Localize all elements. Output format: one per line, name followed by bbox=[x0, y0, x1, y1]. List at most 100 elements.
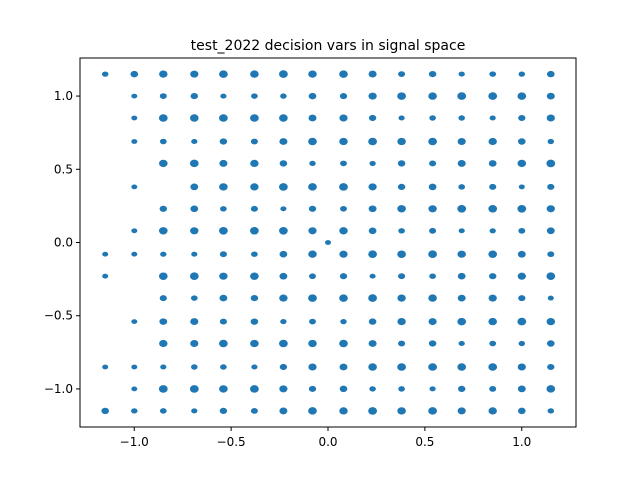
scatter-point bbox=[457, 407, 466, 415]
scatter-point bbox=[547, 251, 555, 258]
x-tick-label: −1.0 bbox=[120, 435, 149, 449]
scatter-point bbox=[191, 138, 198, 145]
scatter-point bbox=[159, 339, 168, 348]
scatter-point bbox=[279, 294, 288, 302]
scatter-point bbox=[219, 138, 228, 145]
scatter-point bbox=[158, 227, 168, 235]
scatter-point bbox=[159, 408, 167, 414]
scatter-point bbox=[158, 385, 168, 393]
scatter-point bbox=[546, 385, 556, 393]
scatter-point bbox=[190, 227, 199, 235]
scatter-point bbox=[547, 295, 554, 301]
scatter-point bbox=[190, 295, 198, 301]
scatter-point bbox=[397, 92, 406, 100]
scatter-point bbox=[339, 407, 348, 415]
scatter-point bbox=[339, 363, 348, 371]
scatter-point bbox=[219, 407, 228, 415]
scatter-point bbox=[547, 183, 555, 190]
scatter-point bbox=[279, 272, 288, 280]
scatter-point bbox=[429, 160, 437, 167]
scatter-point bbox=[190, 70, 199, 78]
scatter-point bbox=[219, 159, 228, 167]
scatter-point bbox=[101, 71, 109, 77]
scatter-point bbox=[547, 138, 555, 145]
scatter-point bbox=[189, 385, 199, 393]
scatter-point bbox=[159, 295, 167, 302]
scatter-point bbox=[488, 407, 497, 415]
scatter-point bbox=[517, 205, 527, 213]
scatter-point bbox=[279, 70, 288, 78]
scatter-point bbox=[251, 251, 258, 257]
scatter-point bbox=[308, 250, 317, 258]
scatter-point bbox=[279, 385, 288, 393]
scatter-point bbox=[368, 183, 377, 191]
scatter-point bbox=[102, 364, 109, 370]
scatter-point bbox=[339, 137, 348, 146]
scatter-point bbox=[517, 159, 527, 168]
scatter-point bbox=[369, 160, 376, 166]
scatter-point bbox=[397, 160, 406, 167]
scatter-point bbox=[546, 272, 556, 280]
scatter-point bbox=[457, 294, 466, 302]
scatter-point bbox=[517, 385, 526, 393]
data-points bbox=[101, 70, 556, 415]
scatter-point bbox=[131, 93, 138, 99]
axes-frame bbox=[79, 57, 577, 428]
scatter-point bbox=[488, 160, 497, 167]
scatter-point bbox=[488, 250, 498, 258]
scatter-point bbox=[308, 227, 317, 235]
scatter-point bbox=[160, 251, 167, 257]
scatter-point bbox=[279, 250, 288, 258]
scatter-point bbox=[458, 184, 466, 190]
y-tick-label: −0.5 bbox=[44, 309, 73, 323]
chart-title: test_2022 decision vars in signal space bbox=[191, 38, 466, 54]
scatter-point bbox=[428, 92, 437, 100]
scatter-point bbox=[398, 386, 405, 392]
scatter-point bbox=[250, 339, 259, 348]
scatter-point bbox=[489, 115, 496, 121]
scatter-point bbox=[428, 363, 437, 371]
scatter-point bbox=[308, 407, 317, 415]
scatter-point bbox=[547, 408, 555, 414]
scatter-point bbox=[280, 206, 287, 212]
scatter-point bbox=[308, 385, 317, 392]
x-axis-ticks: −1.0 −0.5 0.0 0.5 1.0 bbox=[120, 427, 531, 449]
scatter-point bbox=[368, 205, 377, 213]
scatter-point bbox=[101, 407, 110, 415]
scatter-point bbox=[280, 319, 287, 325]
y-tick-label: −1.0 bbox=[44, 382, 73, 396]
scatter-point bbox=[458, 385, 466, 392]
scatter-point bbox=[131, 386, 138, 392]
scatter-point bbox=[398, 115, 405, 121]
scatter-point bbox=[489, 71, 497, 77]
scatter-point bbox=[547, 340, 555, 347]
scatter-point bbox=[309, 318, 316, 325]
scatter-point bbox=[279, 227, 288, 235]
scatter-point bbox=[398, 71, 406, 78]
scatter-point bbox=[308, 363, 317, 371]
scatter-point bbox=[488, 294, 497, 302]
scatter-point bbox=[397, 250, 406, 258]
scatter-point bbox=[489, 273, 497, 280]
scatter-point bbox=[219, 318, 227, 325]
scatter-point bbox=[398, 228, 405, 234]
scatter-point bbox=[368, 137, 377, 146]
scatter-point bbox=[398, 340, 406, 347]
scatter-point bbox=[429, 115, 436, 121]
scatter-point bbox=[158, 272, 168, 280]
scatter-point bbox=[517, 272, 526, 280]
scatter-point bbox=[189, 272, 199, 280]
scatter-point bbox=[250, 272, 259, 280]
scatter-point bbox=[339, 183, 348, 191]
scatter-point bbox=[131, 364, 138, 370]
scatter-point bbox=[251, 364, 258, 370]
scatter-point bbox=[368, 227, 377, 235]
scatter-point bbox=[488, 137, 497, 146]
scatter-point bbox=[518, 184, 525, 190]
scatter-point bbox=[219, 272, 228, 280]
scatter-point bbox=[518, 227, 526, 234]
scatter-point bbox=[130, 70, 139, 78]
scatter-point bbox=[189, 159, 199, 168]
scatter-point bbox=[340, 205, 347, 212]
